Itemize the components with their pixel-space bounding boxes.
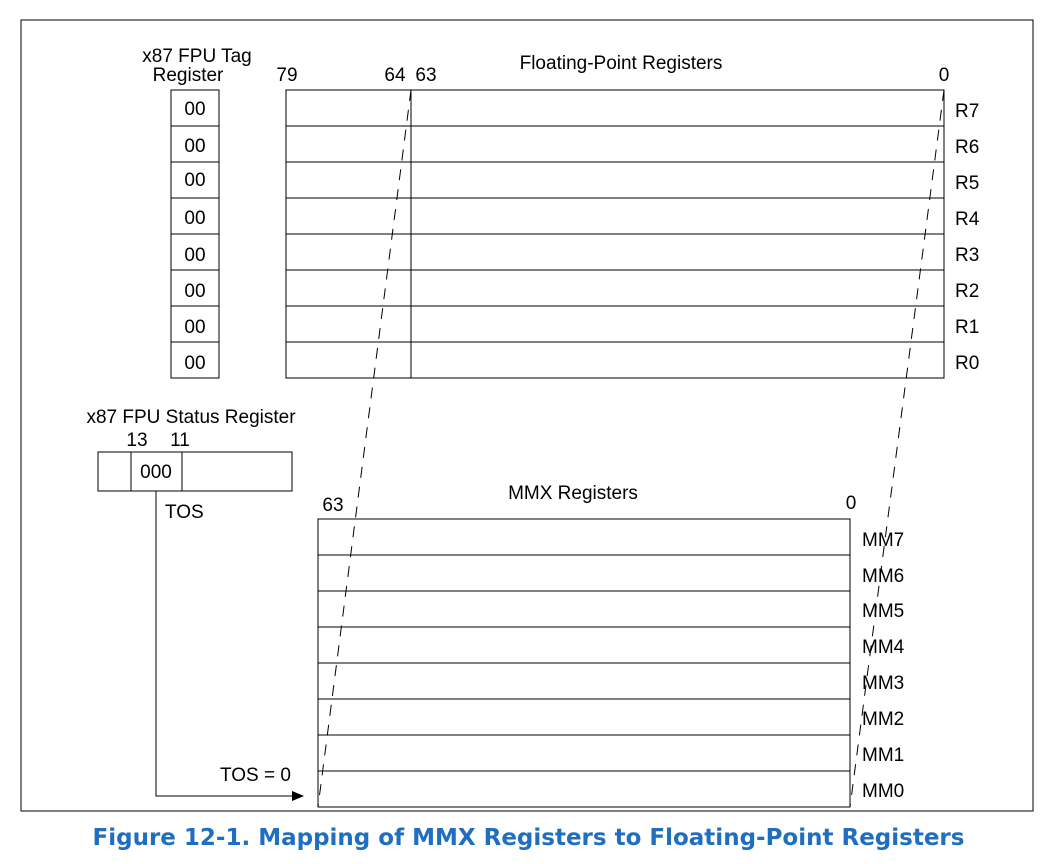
mmx-register-mm6: MM6	[862, 566, 904, 587]
tag-register-title-line1: x87 FPU Tag	[142, 46, 251, 67]
figure-frame	[20, 19, 1034, 812]
fp-register-r5: R5	[955, 173, 979, 194]
fp-register-r3: R3	[955, 245, 979, 266]
tag-entry-r6: 00	[184, 136, 205, 157]
status-register-title: x87 FPU Status Register	[86, 407, 296, 428]
mmx-bit-63: 63	[322, 495, 343, 516]
tag-entry-r7: 00	[184, 99, 205, 120]
tos-zero-label: TOS = 0	[220, 765, 291, 786]
figure-caption: Figure 12-1. Mapping of MMX Registers to…	[92, 825, 965, 851]
fp-register-stack	[285, 89, 945, 379]
tag-entry-r4: 00	[184, 208, 205, 229]
mmx-register-mm3: MM3	[862, 673, 904, 694]
fp-bit-79: 79	[276, 65, 297, 86]
mmx-register-mm5: MM5	[862, 601, 904, 622]
tag-register	[170, 89, 220, 379]
mmx-register-mm0: MM0	[862, 781, 904, 802]
mmx-register-mm2: MM2	[862, 709, 904, 730]
status-tos-field: 000	[140, 462, 172, 483]
tag-entry-r5: 00	[184, 170, 205, 191]
status-bit-13: 13	[126, 430, 147, 451]
fp-register-r4: R4	[955, 209, 980, 230]
tag-entry-r0: 00	[184, 353, 205, 374]
fp-bit-63: 63	[415, 65, 436, 86]
status-tos-label: TOS	[165, 502, 204, 523]
fp-bit-0: 0	[939, 65, 950, 86]
mapping-dashed-line-bit63	[317, 89, 412, 808]
mapping-dashed-line-bit0	[849, 89, 945, 808]
status-bit-11: 11	[170, 430, 190, 451]
fp-register-r1: R1	[955, 317, 979, 338]
fp-bit-64: 64	[384, 65, 406, 86]
mmx-register-mm1: MM1	[862, 745, 904, 766]
mmx-register-stack	[317, 518, 851, 808]
tos-pointer-arrow	[155, 491, 304, 801]
mmx-bit-0: 0	[846, 493, 857, 514]
mmx-register-mm4: MM4	[862, 637, 905, 658]
mmx-register-mm7: MM7	[862, 530, 904, 551]
tag-entry-r3: 00	[184, 245, 205, 266]
tag-entry-r1: 00	[184, 317, 205, 338]
fp-register-r7: R7	[955, 101, 979, 122]
status-register	[97, 451, 293, 492]
tag-entry-r2: 00	[184, 281, 205, 302]
fp-register-r2: R2	[955, 281, 979, 302]
mmx-registers-title: MMX Registers	[508, 483, 638, 504]
tag-register-title-line2: Register	[153, 65, 224, 86]
fp-register-r0: R0	[955, 353, 979, 374]
fp-register-r6: R6	[955, 137, 979, 158]
fp-registers-title: Floating-Point Registers	[520, 53, 723, 74]
